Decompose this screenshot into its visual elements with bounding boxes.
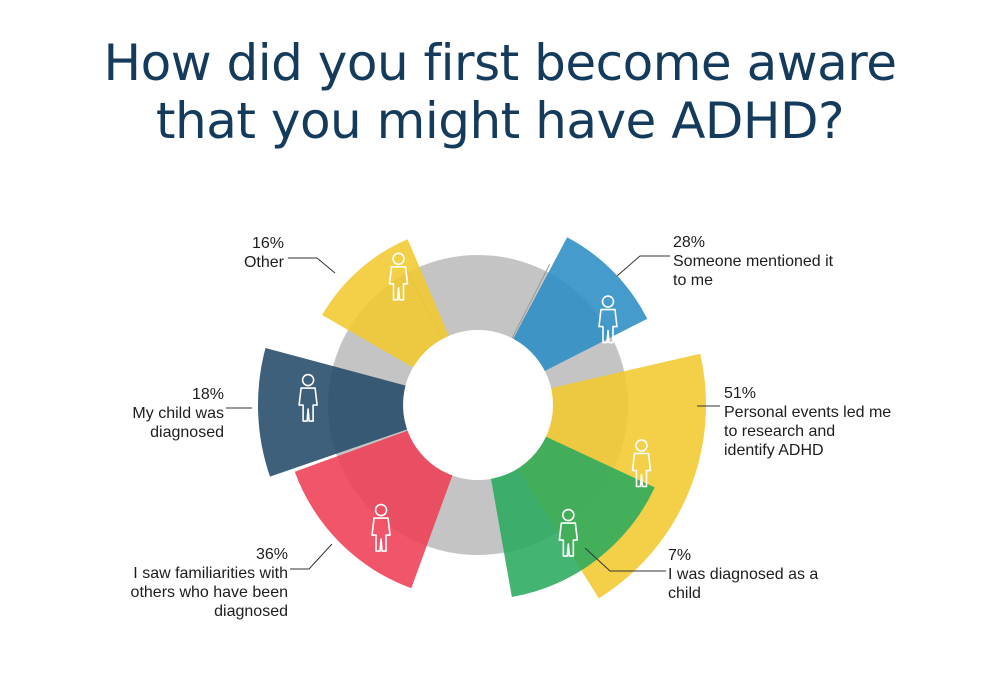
label-diagnosed-as-child: 7% I was diagnosed as a child [668,546,818,603]
sector-someone-mentioned [512,237,648,372]
person-icon-diagnosed-as-child [558,508,579,557]
label-my-child-diagnosed: 18% My child was diagnosed [132,385,224,442]
donut-center [403,330,553,480]
label-someone-mentioned-text-2: to me [673,272,714,289]
chart-title: How did you first become aware that you … [0,34,1000,150]
label-personal-events: 51% Personal events led me to research a… [724,384,891,460]
sector-diagnosed-as-child [490,435,655,598]
leader-line-group [226,255,720,572]
label-other: 16% Other [244,234,284,272]
label-diagnosed-as-child-text-2: child [668,585,701,602]
leader-saw-familiarities [290,543,333,570]
icon-group [298,252,652,557]
sector-my-child-diagnosed [257,348,409,477]
leader-other [288,257,336,274]
chart-title-line-1: How did you first become aware [103,34,897,92]
label-personal-events-value: 51% [724,385,757,402]
label-diagnosed-as-child-value: 7% [668,547,692,564]
label-saw-familiarities-text-2: others who have been [130,584,288,601]
leader-someone-mentioned [616,255,670,277]
label-personal-events-text-3: identify ADHD [724,442,824,459]
label-other-value: 16% [251,235,284,252]
label-saw-familiarities: 36% I saw familiarities with others who … [131,545,288,621]
sector-saw-familiarities [294,429,454,589]
chart-title-line-2: that you might have ADHD? [155,92,845,150]
label-diagnosed-as-child-text-1: I was diagnosed as a [668,566,819,583]
label-my-child-diagnosed-text-2: diagnosed [150,424,224,441]
label-saw-familiarities-text-1: I saw familiarities with [133,565,288,582]
label-my-child-diagnosed-text-1: My child was [132,405,224,422]
label-someone-mentioned-value: 28% [673,234,706,251]
sector-group [257,237,707,599]
label-someone-mentioned-text-1: Someone mentioned it [673,253,834,270]
person-icon-other [388,252,409,301]
label-saw-familiarities-value: 36% [255,546,288,563]
label-saw-familiarities-text-3: diagnosed [214,603,288,620]
label-personal-events-text-1: Personal events led me [724,404,892,421]
person-icon-saw-familiarities [371,503,391,552]
leader-diagnosed-as-child [584,547,666,572]
donut-hole [403,330,553,480]
label-personal-events-text-2: to research and [724,423,836,440]
sector-other [322,239,450,369]
person-icon-someone-mentioned [598,295,618,344]
person-icon-personal-events [631,439,652,488]
label-my-child-diagnosed-value: 18% [191,386,224,403]
person-icon-my-child-diagnosed [298,373,318,422]
ring-spoke-2 [511,263,551,339]
label-someone-mentioned: 28% Someone mentioned it to me [673,233,833,290]
label-other-text-1: Other [243,254,284,271]
